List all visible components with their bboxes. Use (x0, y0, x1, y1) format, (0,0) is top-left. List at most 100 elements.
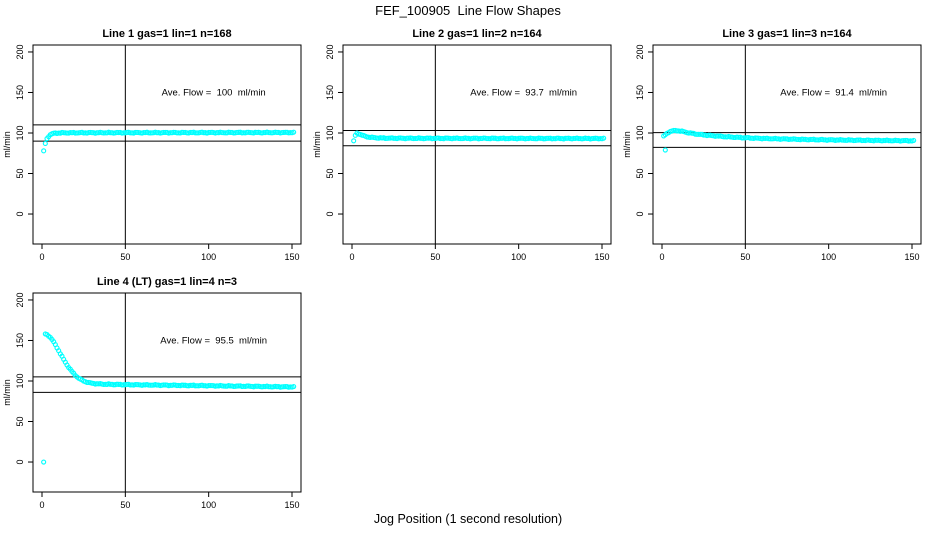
data-point (584, 135, 590, 141)
data-point (497, 135, 503, 141)
data-point (472, 135, 478, 141)
data-point (207, 382, 213, 389)
data-point (94, 130, 100, 136)
data-point (524, 135, 530, 142)
data-point (42, 140, 48, 147)
plot-box (342, 44, 612, 245)
y-tick-label: 50 (325, 168, 335, 178)
y-axis-label: ml/min (622, 131, 632, 158)
outlier-point (662, 147, 668, 153)
y-axis-label: ml/min (312, 131, 322, 158)
data-point (167, 130, 173, 136)
outlier-point (41, 148, 47, 154)
x-tick-label: 50 (740, 252, 750, 262)
x-tick-label: 150 (594, 252, 609, 262)
data-point (174, 382, 180, 389)
y-tick-label: 0 (325, 212, 335, 217)
data-point (911, 137, 917, 143)
figure-title: FEF_100905 Line Flow Shapes (375, 3, 561, 18)
y-tick-label: 50 (15, 168, 25, 178)
y-tick-label: 150 (635, 85, 645, 100)
data-point (187, 382, 193, 388)
data-point (696, 131, 702, 137)
data-point (227, 383, 233, 389)
y-axis-label: ml/min (2, 379, 12, 406)
data-point (147, 382, 153, 388)
plot-box (32, 292, 302, 493)
x-tick-label: 100 (821, 252, 836, 262)
data-point (167, 382, 173, 388)
x-tick-label: 150 (284, 252, 299, 262)
data-point (864, 137, 870, 143)
data-point (291, 383, 297, 390)
data-point (767, 136, 773, 142)
data-point (194, 130, 200, 136)
plot-box (652, 44, 922, 245)
data-point (812, 137, 818, 143)
data-point (412, 135, 418, 141)
scatter-series (351, 130, 607, 144)
y-tick-label: 150 (325, 85, 335, 100)
data-point (491, 135, 497, 141)
scatter-series (41, 331, 297, 465)
y-tick-label: 100 (635, 125, 645, 140)
data-point (842, 137, 848, 143)
data-point (174, 130, 180, 136)
data-point (201, 383, 207, 389)
data-point (222, 130, 228, 136)
data-point (201, 130, 207, 136)
data-point (222, 383, 228, 389)
x-tick-label: 100 (201, 252, 216, 262)
panel-title: Line 3 gas=1 lin=3 n=164 (722, 28, 852, 40)
data-point (741, 135, 747, 141)
data-point (894, 137, 900, 144)
y-tick-label: 0 (15, 212, 25, 217)
data-point (801, 136, 807, 142)
y-tick-label: 0 (635, 212, 645, 217)
ave-flow-annotation: Ave. Flow = 95.5 ml/min (160, 335, 267, 346)
data-point (881, 137, 887, 144)
data-point (747, 135, 753, 141)
data-point (511, 135, 517, 142)
data-point (721, 134, 727, 140)
data-point (706, 132, 712, 138)
scatter-series (661, 127, 917, 153)
data-point (601, 135, 607, 141)
x-tick-label: 50 (120, 500, 130, 510)
data-point (107, 130, 113, 136)
data-point (827, 137, 833, 143)
chart-panel: Line 2 gas=1 lin=2 n=164 0 50 100 150 0 50 100 1… (312, 28, 612, 262)
data-point (351, 138, 357, 144)
data-point (102, 130, 108, 136)
data-point (162, 129, 168, 136)
y-tick-label: 200 (635, 44, 645, 59)
y-tick-label: 200 (325, 44, 335, 59)
data-point (404, 135, 410, 141)
y-tick-label: 100 (15, 125, 25, 140)
data-point (821, 137, 827, 143)
chart-panel: Line 1 gas=1 lin=1 n=168 0 50 100 150 0 50 100 1… (2, 28, 302, 262)
ave-flow-annotation: Ave. Flow = 91.4 ml/min (780, 87, 887, 98)
data-point (124, 381, 130, 387)
data-point (477, 135, 483, 142)
scatter-series (41, 129, 297, 154)
data-point (274, 384, 280, 390)
plot-box (32, 44, 302, 245)
data-point (121, 382, 127, 388)
ave-flow-annotation: Ave. Flow = 100 ml/min (162, 87, 266, 98)
data-point (154, 382, 160, 388)
data-point (291, 129, 297, 135)
data-point (181, 129, 187, 136)
chart-panel: Line 4 (LT) gas=1 lin=4 n=3 0 50 100 150 0 50 1… (2, 276, 302, 510)
x-tick-label: 0 (349, 252, 354, 262)
x-tick-label: 50 (120, 252, 130, 262)
data-point (532, 136, 538, 142)
x-tick-label: 0 (39, 500, 44, 510)
data-point (244, 383, 250, 389)
data-point (214, 130, 220, 136)
y-tick-label: 150 (15, 85, 25, 100)
outlier-point (41, 459, 47, 465)
x-tick-label: 150 (284, 500, 299, 510)
data-point (187, 129, 193, 136)
data-point (484, 135, 490, 142)
